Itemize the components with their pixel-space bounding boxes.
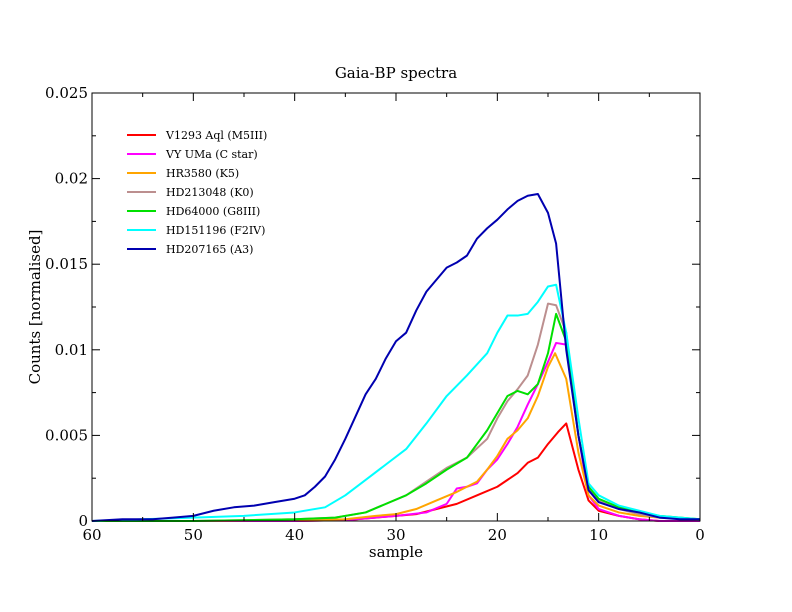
y-tick-label: 0.005 bbox=[45, 426, 88, 444]
legend-item: HD151196 (F2IV) bbox=[127, 224, 265, 237]
y-tick-label: 0 bbox=[78, 512, 88, 530]
series-line-3 bbox=[92, 352, 701, 522]
x-tick-label: 30 bbox=[386, 526, 405, 544]
legend-item: HD64000 (G8III) bbox=[127, 205, 260, 218]
legend-item: V1293 Aql (M5III) bbox=[127, 129, 267, 142]
series-line-4 bbox=[92, 302, 701, 522]
y-tick-label: 0.015 bbox=[45, 255, 88, 273]
tick-layer: 60 50 40 30 20 10 0 0 0.005 0.01 0.015 0.02 0.025 bbox=[45, 84, 705, 544]
legend-label: HD207165 (A3) bbox=[166, 243, 253, 256]
legend-label: HD213048 (K0) bbox=[166, 186, 254, 199]
x-tick-label: 0 bbox=[695, 526, 705, 544]
y-axis-label: Counts [normalised] bbox=[26, 230, 44, 385]
plot-frame bbox=[91, 92, 701, 522]
legend-item: HD213048 (K0) bbox=[127, 186, 254, 199]
legend-label: HD151196 (F2IV) bbox=[166, 224, 265, 237]
series-line-6 bbox=[91, 283, 701, 522]
x-tick-label: 10 bbox=[589, 526, 608, 544]
y-tick-label: 0.02 bbox=[55, 170, 88, 188]
y-tick-label: 0.01 bbox=[55, 341, 88, 359]
y-tick-label: 0.025 bbox=[45, 84, 88, 102]
legend-item: HD207165 (A3) bbox=[127, 243, 253, 256]
series-line-5 bbox=[92, 312, 701, 522]
x-axis-label: sample bbox=[369, 543, 423, 561]
x-tick-label: 20 bbox=[488, 526, 507, 544]
series-line-2 bbox=[92, 341, 700, 522]
legend-label: VY UMa (C star) bbox=[165, 148, 258, 161]
x-tick-label: 50 bbox=[184, 526, 203, 544]
legend-label: HR3580 (K5) bbox=[166, 167, 239, 180]
legend: V1293 Aql (M5III) VY UMa (C star) HR3580 (… bbox=[127, 129, 267, 256]
legend-item: VY UMa (C star) bbox=[127, 148, 258, 161]
legend-item: HR3580 (K5) bbox=[127, 167, 239, 180]
x-tick-label: 40 bbox=[285, 526, 304, 544]
series-layer bbox=[91, 193, 701, 522]
legend-label: HD64000 (G8III) bbox=[166, 205, 260, 218]
x-tick-label: 60 bbox=[82, 526, 101, 544]
series-line-7 bbox=[91, 193, 700, 522]
chart-title: Gaia-BP spectra bbox=[335, 64, 457, 82]
legend-label: V1293 Aql (M5III) bbox=[165, 129, 267, 142]
